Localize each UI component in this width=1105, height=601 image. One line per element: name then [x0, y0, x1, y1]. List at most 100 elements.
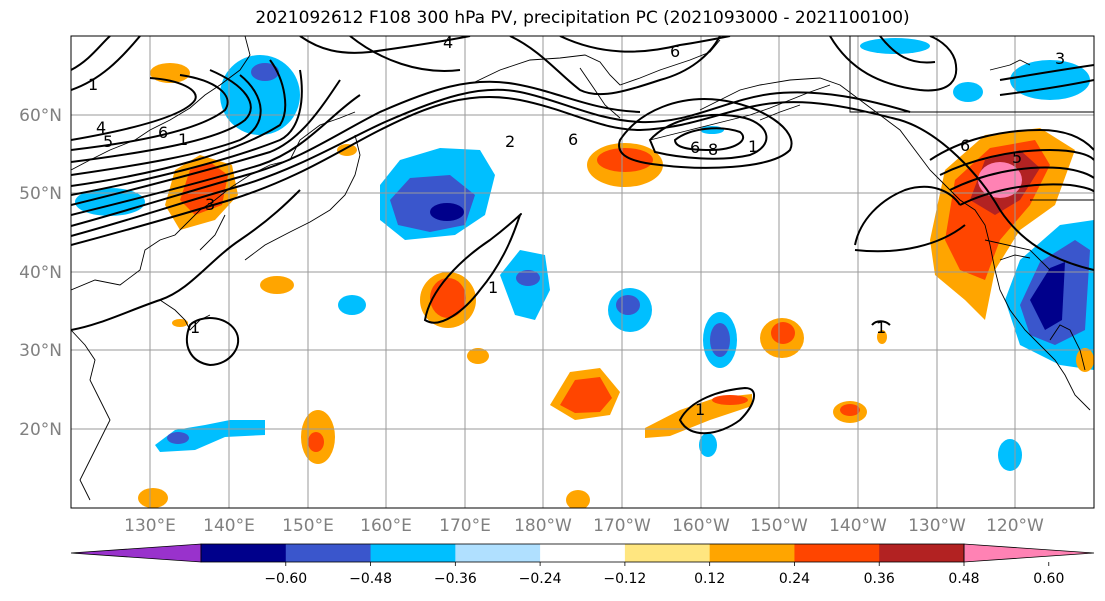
- neg-area: [953, 82, 983, 102]
- colorbar-swatch: [285, 544, 372, 562]
- colorbar: −0.60 −0.48 −0.36 −0.24 −0.12 0.12 0.24 0.36 0.4…: [70, 543, 1095, 587]
- pos-area: [645, 394, 752, 438]
- lat-labels: 60°N 50°N 40°N 30°N 20°N: [19, 106, 62, 440]
- colorbar-swatch: [794, 544, 880, 562]
- contour-label: 1: [190, 318, 200, 337]
- contour-label: 1: [178, 130, 188, 149]
- pos-core: [308, 432, 324, 452]
- neg-core: [516, 270, 540, 286]
- lon-label: 170°E: [439, 516, 491, 536]
- neg-area: [1010, 60, 1090, 100]
- neg-core: [710, 323, 730, 357]
- colorbar-swatch: [455, 544, 541, 562]
- pos-area: [260, 276, 294, 294]
- contour-label: 1: [748, 137, 758, 156]
- lat-label: 60°N: [19, 106, 62, 126]
- neg-area: [998, 439, 1022, 471]
- contour-label: 3: [205, 195, 215, 214]
- contour-label: 8: [708, 140, 718, 159]
- lon-label: 150°E: [282, 516, 334, 536]
- pos-area: [877, 330, 887, 344]
- colorbar-tick-label: −0.12: [603, 571, 646, 587]
- contour-label: 5: [1012, 148, 1022, 167]
- neg-peak: [430, 203, 464, 221]
- colorbar-swatch: [201, 544, 287, 562]
- lon-label: 150°W: [750, 516, 808, 536]
- contour-label: 1: [88, 75, 98, 94]
- colorbar-tick-label: −0.36: [434, 571, 477, 587]
- colorbar-tick-label: 0.24: [779, 571, 810, 587]
- contour-label: 3: [1055, 49, 1065, 68]
- colorbar-tick-label: 0.12: [694, 571, 725, 587]
- neg-area: [699, 433, 717, 457]
- contour-label: 6: [690, 138, 700, 157]
- colorbar-tick-label: −0.24: [519, 571, 562, 587]
- map-frame: [70, 35, 1095, 509]
- neg-core: [616, 295, 640, 315]
- contour-label: 1: [695, 400, 705, 419]
- lon-label: 140°E: [203, 516, 255, 536]
- pos-area: [566, 490, 590, 508]
- lon-label: 120°W: [986, 516, 1044, 536]
- map-panel: 1 4 5 6 1 3 4 6 2 6 6 8 1 6 5 3 1 1 1 1: [71, 33, 1094, 508]
- pos-core: [180, 162, 228, 215]
- lon-label: 160°W: [672, 516, 730, 536]
- lon-label: 130°E: [124, 516, 176, 536]
- contour-labels: 1 4 5 6 1 3 4 6 2 6 6 8 1 6 5 3 1 1 1 1: [88, 33, 1065, 419]
- pos-area: [337, 144, 357, 156]
- pos-area: [138, 488, 168, 508]
- pos-core: [712, 395, 748, 405]
- contour-label: 4: [443, 33, 453, 52]
- pos-core: [771, 322, 795, 344]
- lon-label: 140°W: [829, 516, 887, 536]
- colorbar-extend-max: [963, 543, 1095, 563]
- pos-core: [840, 404, 860, 416]
- contour-label: 6: [158, 123, 168, 142]
- pos-core: [560, 377, 612, 413]
- pos-core: [430, 278, 466, 318]
- contour-label: 6: [960, 136, 970, 155]
- colorbar-tick-label: 0.36: [864, 571, 895, 587]
- lat-label: 50°N: [19, 184, 62, 204]
- colorbar-tick-label: 0.48: [948, 571, 979, 587]
- contour-label: 6: [670, 42, 680, 61]
- graticule: [71, 36, 1094, 508]
- lat-label: 40°N: [19, 263, 62, 283]
- neg-core: [167, 432, 189, 444]
- pos-area: [1076, 348, 1094, 372]
- contour-label: 6: [568, 130, 578, 149]
- contour-label: 2: [505, 132, 515, 151]
- contour-label: 4: [96, 118, 106, 137]
- lon-label: 180°W: [514, 516, 572, 536]
- lat-label: 30°N: [19, 341, 62, 361]
- map-title: 2021092612 F108 300 hPa PV, precipitatio…: [255, 8, 910, 28]
- pos-area: [172, 319, 188, 327]
- neg-peak: [1030, 262, 1065, 330]
- neg-area: [338, 295, 366, 315]
- contour-label: 1: [488, 278, 498, 297]
- neg-area: [155, 420, 265, 452]
- neg-area: [860, 38, 930, 54]
- neg-core: [251, 63, 279, 81]
- colorbar-extend-min: [70, 543, 202, 563]
- lon-label: 130°W: [908, 516, 966, 536]
- pv-contours: [71, 36, 1094, 435]
- colorbar-swatch: [624, 544, 711, 562]
- lon-label: 160°E: [360, 516, 412, 536]
- colorbar-swatch: [709, 544, 795, 562]
- pos-area: [467, 348, 489, 364]
- lon-label: 170°W: [593, 516, 651, 536]
- pos-core: [597, 148, 653, 172]
- lat-label: 20°N: [19, 420, 62, 440]
- colorbar-swatch: [370, 544, 456, 562]
- colorbar-tick-label: 0.60: [1033, 571, 1064, 587]
- colorbar-frame: [200, 543, 965, 563]
- coastlines: [71, 36, 1094, 501]
- colorbar-swatch: [540, 544, 626, 562]
- colorbar-swatch: [879, 544, 965, 562]
- contour-label: 5: [103, 132, 113, 151]
- lon-labels: 130°E 140°E 150°E 160°E 170°E 180°W 170°…: [124, 516, 1044, 536]
- colorbar-tick-label: −0.60: [264, 571, 307, 587]
- contour-label: 1: [876, 318, 886, 337]
